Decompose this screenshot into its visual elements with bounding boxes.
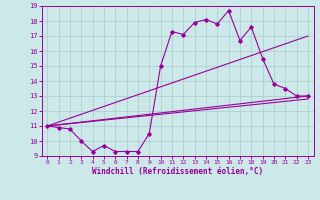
X-axis label: Windchill (Refroidissement éolien,°C): Windchill (Refroidissement éolien,°C) bbox=[92, 167, 263, 176]
